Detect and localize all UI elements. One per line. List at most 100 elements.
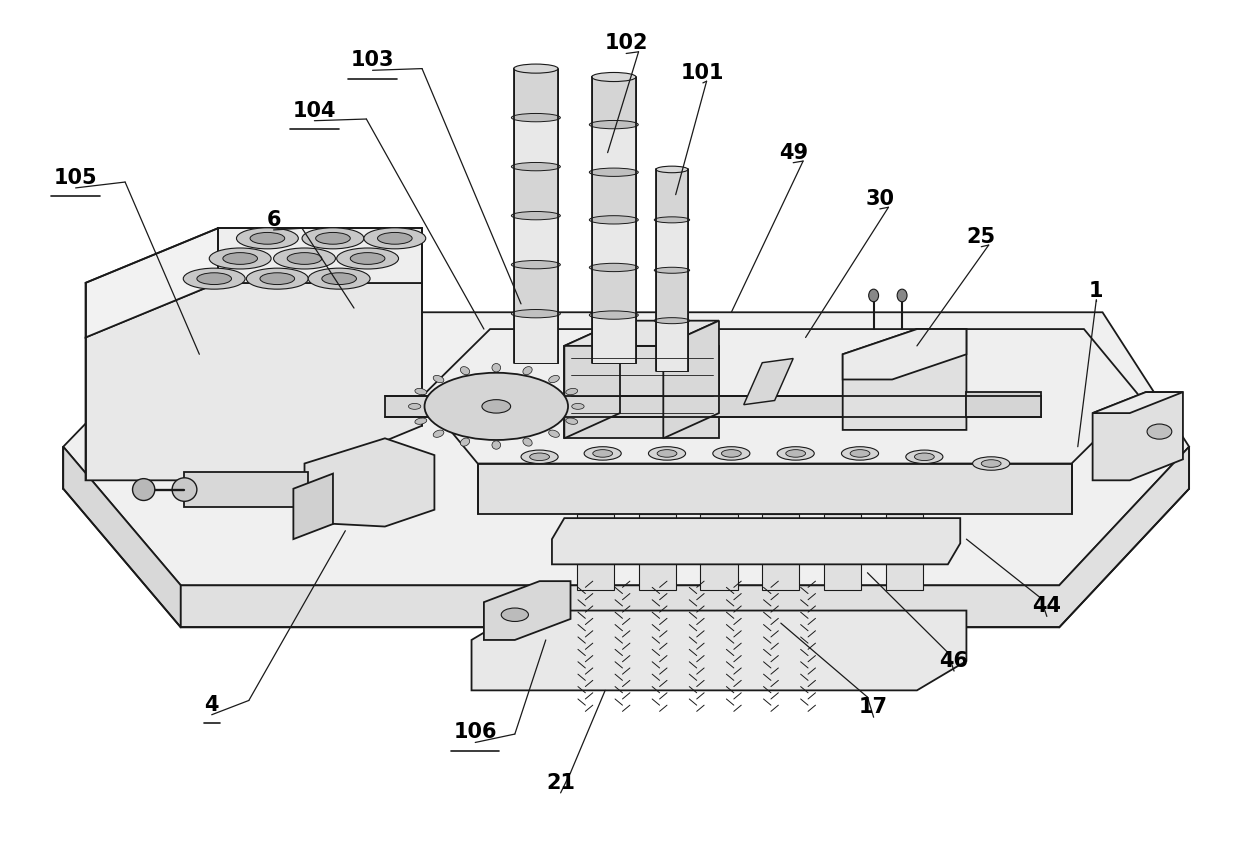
Ellipse shape	[722, 449, 742, 457]
Polygon shape	[305, 438, 434, 527]
Ellipse shape	[133, 479, 155, 501]
Polygon shape	[294, 474, 334, 540]
Ellipse shape	[237, 228, 299, 249]
Ellipse shape	[777, 447, 815, 460]
Ellipse shape	[981, 459, 1001, 467]
Polygon shape	[564, 346, 719, 438]
Polygon shape	[966, 392, 1040, 417]
Ellipse shape	[247, 268, 309, 289]
Ellipse shape	[842, 447, 879, 460]
Text: 4: 4	[205, 695, 219, 715]
Ellipse shape	[288, 253, 322, 265]
Ellipse shape	[363, 228, 425, 249]
Ellipse shape	[589, 263, 639, 271]
Polygon shape	[513, 167, 558, 216]
Ellipse shape	[492, 441, 501, 449]
Ellipse shape	[521, 450, 558, 464]
Polygon shape	[513, 265, 558, 314]
Ellipse shape	[713, 447, 750, 460]
Polygon shape	[825, 514, 862, 589]
Text: 103: 103	[351, 51, 394, 70]
Ellipse shape	[548, 375, 559, 383]
Polygon shape	[86, 228, 218, 337]
Polygon shape	[656, 271, 688, 320]
Polygon shape	[887, 514, 923, 589]
Polygon shape	[63, 312, 1189, 585]
Polygon shape	[701, 514, 738, 589]
Text: 30: 30	[866, 189, 894, 209]
Ellipse shape	[322, 273, 356, 285]
Ellipse shape	[433, 375, 444, 383]
Polygon shape	[513, 216, 558, 265]
Ellipse shape	[656, 166, 688, 173]
Polygon shape	[591, 220, 636, 267]
Polygon shape	[564, 320, 620, 438]
Ellipse shape	[655, 267, 689, 273]
Polygon shape	[484, 581, 570, 640]
Ellipse shape	[511, 260, 560, 269]
Ellipse shape	[274, 248, 336, 269]
Ellipse shape	[415, 389, 427, 395]
Text: 6: 6	[267, 210, 280, 230]
Text: 1: 1	[1089, 282, 1104, 301]
Polygon shape	[63, 447, 181, 627]
Ellipse shape	[914, 453, 934, 460]
Polygon shape	[591, 172, 636, 220]
Polygon shape	[663, 320, 719, 438]
Ellipse shape	[172, 478, 197, 502]
Ellipse shape	[565, 389, 578, 395]
Polygon shape	[564, 320, 719, 346]
Text: 44: 44	[1033, 596, 1061, 616]
Polygon shape	[656, 320, 688, 371]
Polygon shape	[591, 315, 636, 362]
Ellipse shape	[655, 318, 689, 324]
Ellipse shape	[501, 608, 528, 621]
Polygon shape	[218, 228, 422, 283]
Ellipse shape	[523, 367, 532, 374]
Ellipse shape	[591, 72, 636, 82]
Ellipse shape	[303, 228, 363, 249]
Polygon shape	[591, 267, 636, 315]
Ellipse shape	[184, 268, 246, 289]
Polygon shape	[656, 169, 688, 220]
Ellipse shape	[565, 418, 578, 424]
Ellipse shape	[511, 114, 560, 121]
Ellipse shape	[316, 233, 350, 244]
Polygon shape	[639, 514, 676, 589]
Polygon shape	[656, 220, 688, 271]
Ellipse shape	[210, 248, 272, 269]
Text: 106: 106	[454, 722, 497, 743]
Polygon shape	[477, 464, 1071, 514]
Ellipse shape	[511, 163, 560, 171]
Polygon shape	[1092, 392, 1183, 481]
Ellipse shape	[433, 430, 444, 438]
Ellipse shape	[897, 289, 906, 302]
Ellipse shape	[572, 404, 584, 410]
Text: 21: 21	[546, 773, 575, 792]
Polygon shape	[513, 314, 558, 362]
Ellipse shape	[223, 253, 258, 265]
Text: 105: 105	[53, 168, 98, 188]
Ellipse shape	[492, 363, 501, 372]
Ellipse shape	[584, 447, 621, 460]
Ellipse shape	[415, 418, 427, 424]
Ellipse shape	[869, 289, 879, 302]
Polygon shape	[1092, 392, 1183, 413]
Polygon shape	[552, 518, 960, 564]
Polygon shape	[591, 125, 636, 172]
Ellipse shape	[589, 216, 639, 224]
Ellipse shape	[589, 121, 639, 129]
Polygon shape	[422, 329, 1140, 464]
Ellipse shape	[657, 449, 677, 457]
Text: 101: 101	[681, 63, 724, 83]
Text: 25: 25	[967, 227, 996, 247]
Ellipse shape	[593, 449, 613, 457]
Polygon shape	[86, 283, 422, 481]
Ellipse shape	[424, 373, 568, 440]
Polygon shape	[843, 329, 966, 430]
Polygon shape	[384, 396, 1040, 417]
Text: 17: 17	[859, 697, 888, 717]
Text: 102: 102	[604, 34, 649, 53]
Polygon shape	[513, 118, 558, 167]
Ellipse shape	[511, 212, 560, 220]
